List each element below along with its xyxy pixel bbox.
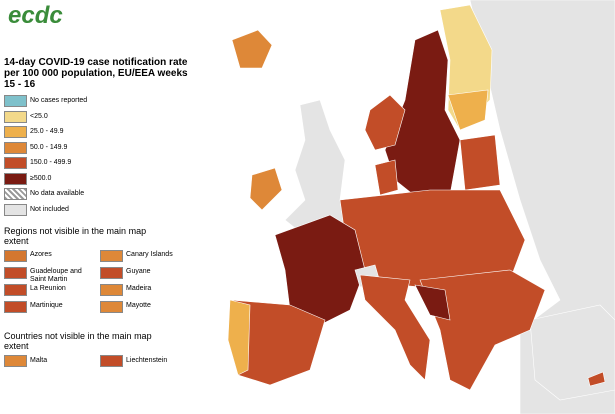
region-label: Guadeloupe and Saint Martin bbox=[30, 268, 82, 283]
legend-swatch bbox=[4, 188, 27, 200]
finland-south bbox=[447, 89, 489, 131]
legend-label: 150.0 - 499.9 bbox=[30, 159, 72, 166]
legend-label: <25.0 bbox=[30, 112, 48, 120]
legend-swatch bbox=[100, 250, 123, 262]
iceland bbox=[231, 29, 273, 69]
legend-swatch bbox=[100, 284, 123, 296]
regions-title: Regions not visible in the main map exte… bbox=[4, 226, 147, 246]
region-label: Mayotte bbox=[126, 302, 151, 309]
legend-label: No data available bbox=[30, 190, 85, 197]
logo: ecdc bbox=[8, 2, 63, 29]
france bbox=[274, 214, 366, 326]
legend-swatch bbox=[4, 95, 27, 107]
region-label: Azores bbox=[30, 251, 52, 258]
country-label: Malta bbox=[30, 357, 48, 364]
legend-swatch bbox=[4, 110, 27, 123]
legend-swatch bbox=[4, 355, 27, 367]
baltics bbox=[459, 134, 501, 191]
legend-swatch bbox=[4, 141, 27, 154]
legend-label: No cases reported bbox=[30, 97, 88, 104]
legend-swatch bbox=[100, 301, 123, 313]
legend-swatch bbox=[100, 355, 123, 367]
region-label: Guyane bbox=[126, 268, 151, 275]
turkey bbox=[529, 304, 615, 401]
legend-label: 50.0 - 149.9 bbox=[30, 143, 68, 151]
italy bbox=[359, 274, 431, 381]
map-title: 14-day COVID-19 case notification rate p… bbox=[4, 57, 188, 90]
legend-swatch bbox=[4, 157, 27, 169]
legend-swatch bbox=[4, 126, 27, 138]
legend-swatch bbox=[100, 267, 123, 279]
region-label: La Reunion bbox=[30, 285, 66, 292]
legend-label: 25.0 - 49.9 bbox=[30, 128, 64, 135]
legend-swatch bbox=[4, 301, 27, 313]
country-label: Liechtenstein bbox=[126, 357, 168, 364]
legend-label: Not included bbox=[30, 205, 69, 213]
ireland bbox=[249, 167, 283, 211]
uk bbox=[284, 99, 346, 233]
legend-swatch bbox=[4, 284, 27, 296]
legend-swatch bbox=[4, 250, 27, 262]
legend-swatch bbox=[4, 203, 27, 216]
land bbox=[227, 0, 615, 414]
croatia bbox=[414, 284, 451, 321]
cyprus bbox=[587, 371, 606, 387]
region-label: Canary Islands bbox=[126, 251, 173, 258]
legend-swatch bbox=[4, 172, 27, 185]
portugal bbox=[227, 299, 251, 376]
denmark bbox=[374, 159, 399, 196]
legend-swatch bbox=[4, 267, 27, 279]
region-label: Madeira bbox=[126, 285, 152, 292]
region-label: Martinique bbox=[30, 302, 63, 309]
legend-label: ≥500.0 bbox=[30, 174, 52, 182]
norway-west bbox=[364, 94, 406, 151]
countries-title: Countries not visible in the main map ex… bbox=[4, 331, 152, 351]
balkans bbox=[419, 269, 546, 391]
